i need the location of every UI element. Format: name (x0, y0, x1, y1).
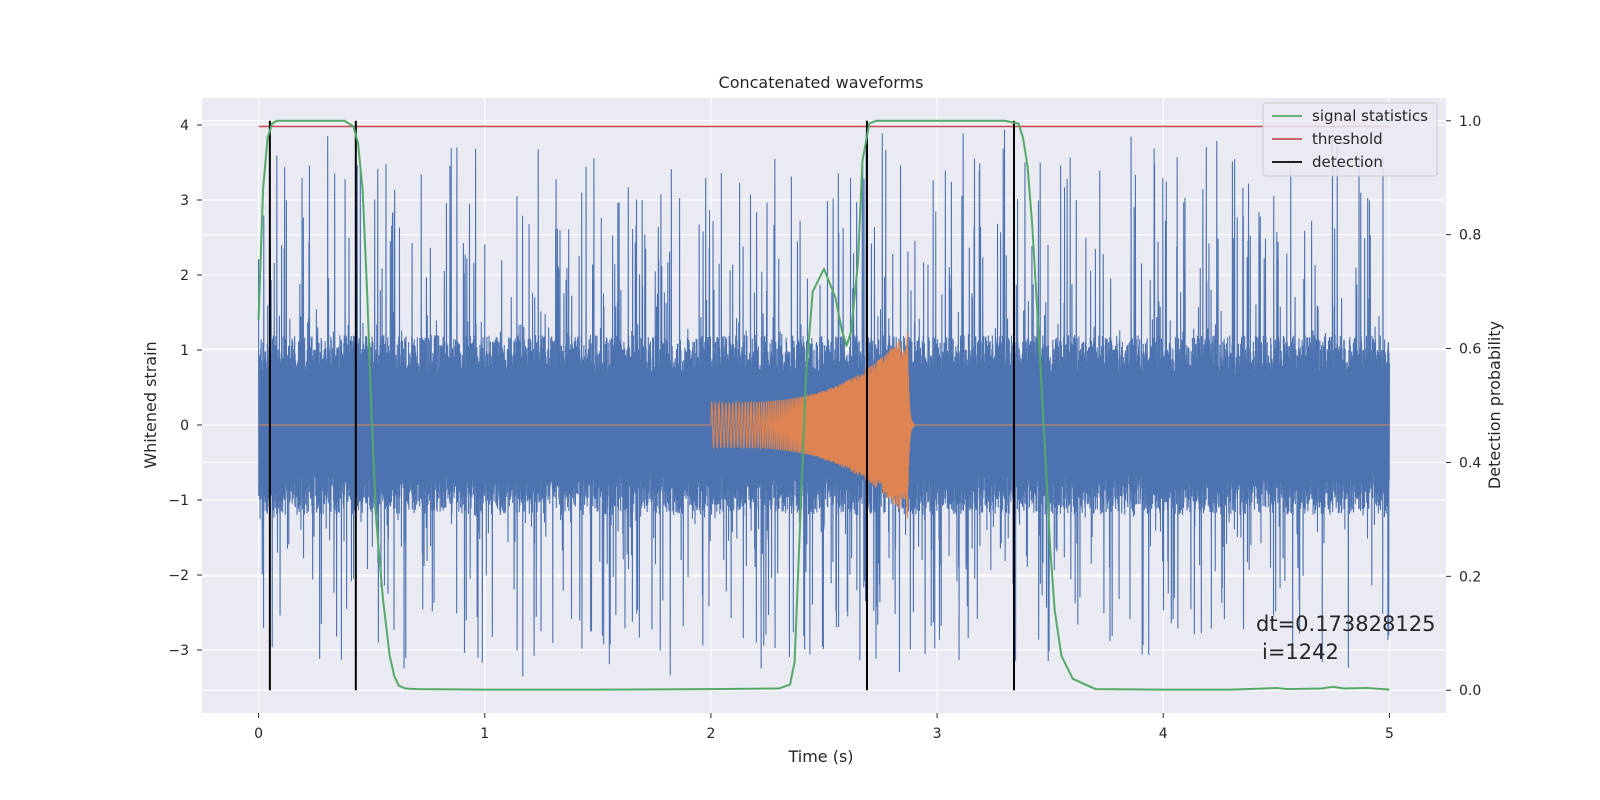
y-right-tick-label: 0.0 (1459, 683, 1481, 699)
x-tick-label: 5 (1385, 726, 1394, 742)
y-right-tick-label: 0.6 (1459, 342, 1481, 358)
x-tick-label: 3 (933, 726, 942, 742)
series-whitened-strain-noise (258, 129, 1390, 677)
x-tick-label: 4 (1159, 726, 1168, 742)
y-tick-label: 4 (180, 118, 189, 134)
series-layer (257, 119, 1390, 691)
y-tick-label: 0 (180, 418, 189, 434)
y-tick-label: 3 (180, 193, 189, 209)
y-tick-label: 2 (180, 268, 189, 284)
y-right-tick-label: 0.4 (1459, 455, 1481, 471)
legend-label-signal-statistics: signal statistics (1312, 107, 1428, 125)
y-axis-right-label: Detection probability (1485, 321, 1504, 489)
y-right-tick-label: 0.8 (1459, 228, 1481, 244)
annotation-dt: dt=0.173828125 (1256, 612, 1435, 636)
y-tick-label: −1 (168, 493, 189, 509)
y-tick-label: 1 (180, 343, 189, 359)
chart-title: Concatenated waveforms (719, 73, 924, 92)
x-tick-label: 1 (480, 726, 489, 742)
series-chirp-signal (258, 332, 1390, 519)
y-right-tick-label: 0.2 (1459, 569, 1481, 585)
y-axis-label: Whitened strain (141, 341, 160, 468)
y-tick-label: −3 (168, 643, 189, 659)
x-tick-label: 2 (706, 726, 715, 742)
legend: signal statistics threshold detection (1262, 102, 1438, 177)
legend-box (1262, 102, 1438, 177)
legend-label-threshold: threshold (1312, 130, 1383, 148)
y-right-tick-label: 1.0 (1459, 114, 1481, 130)
series-signal-statistics (257, 119, 1390, 691)
annotation-i: i=1242 (1262, 640, 1339, 664)
x-tick-label: 0 (254, 726, 263, 742)
legend-label-detection: detection (1312, 153, 1383, 171)
x-axis-label: Time (s) (787, 747, 853, 766)
axes: 0 1 2 3 4 5 −3 −2 −1 0 1 2 3 4 0.0 0.2 0.4 0.6 0.8 1.0 (168, 114, 1481, 742)
y-tick-label: −2 (168, 568, 189, 584)
